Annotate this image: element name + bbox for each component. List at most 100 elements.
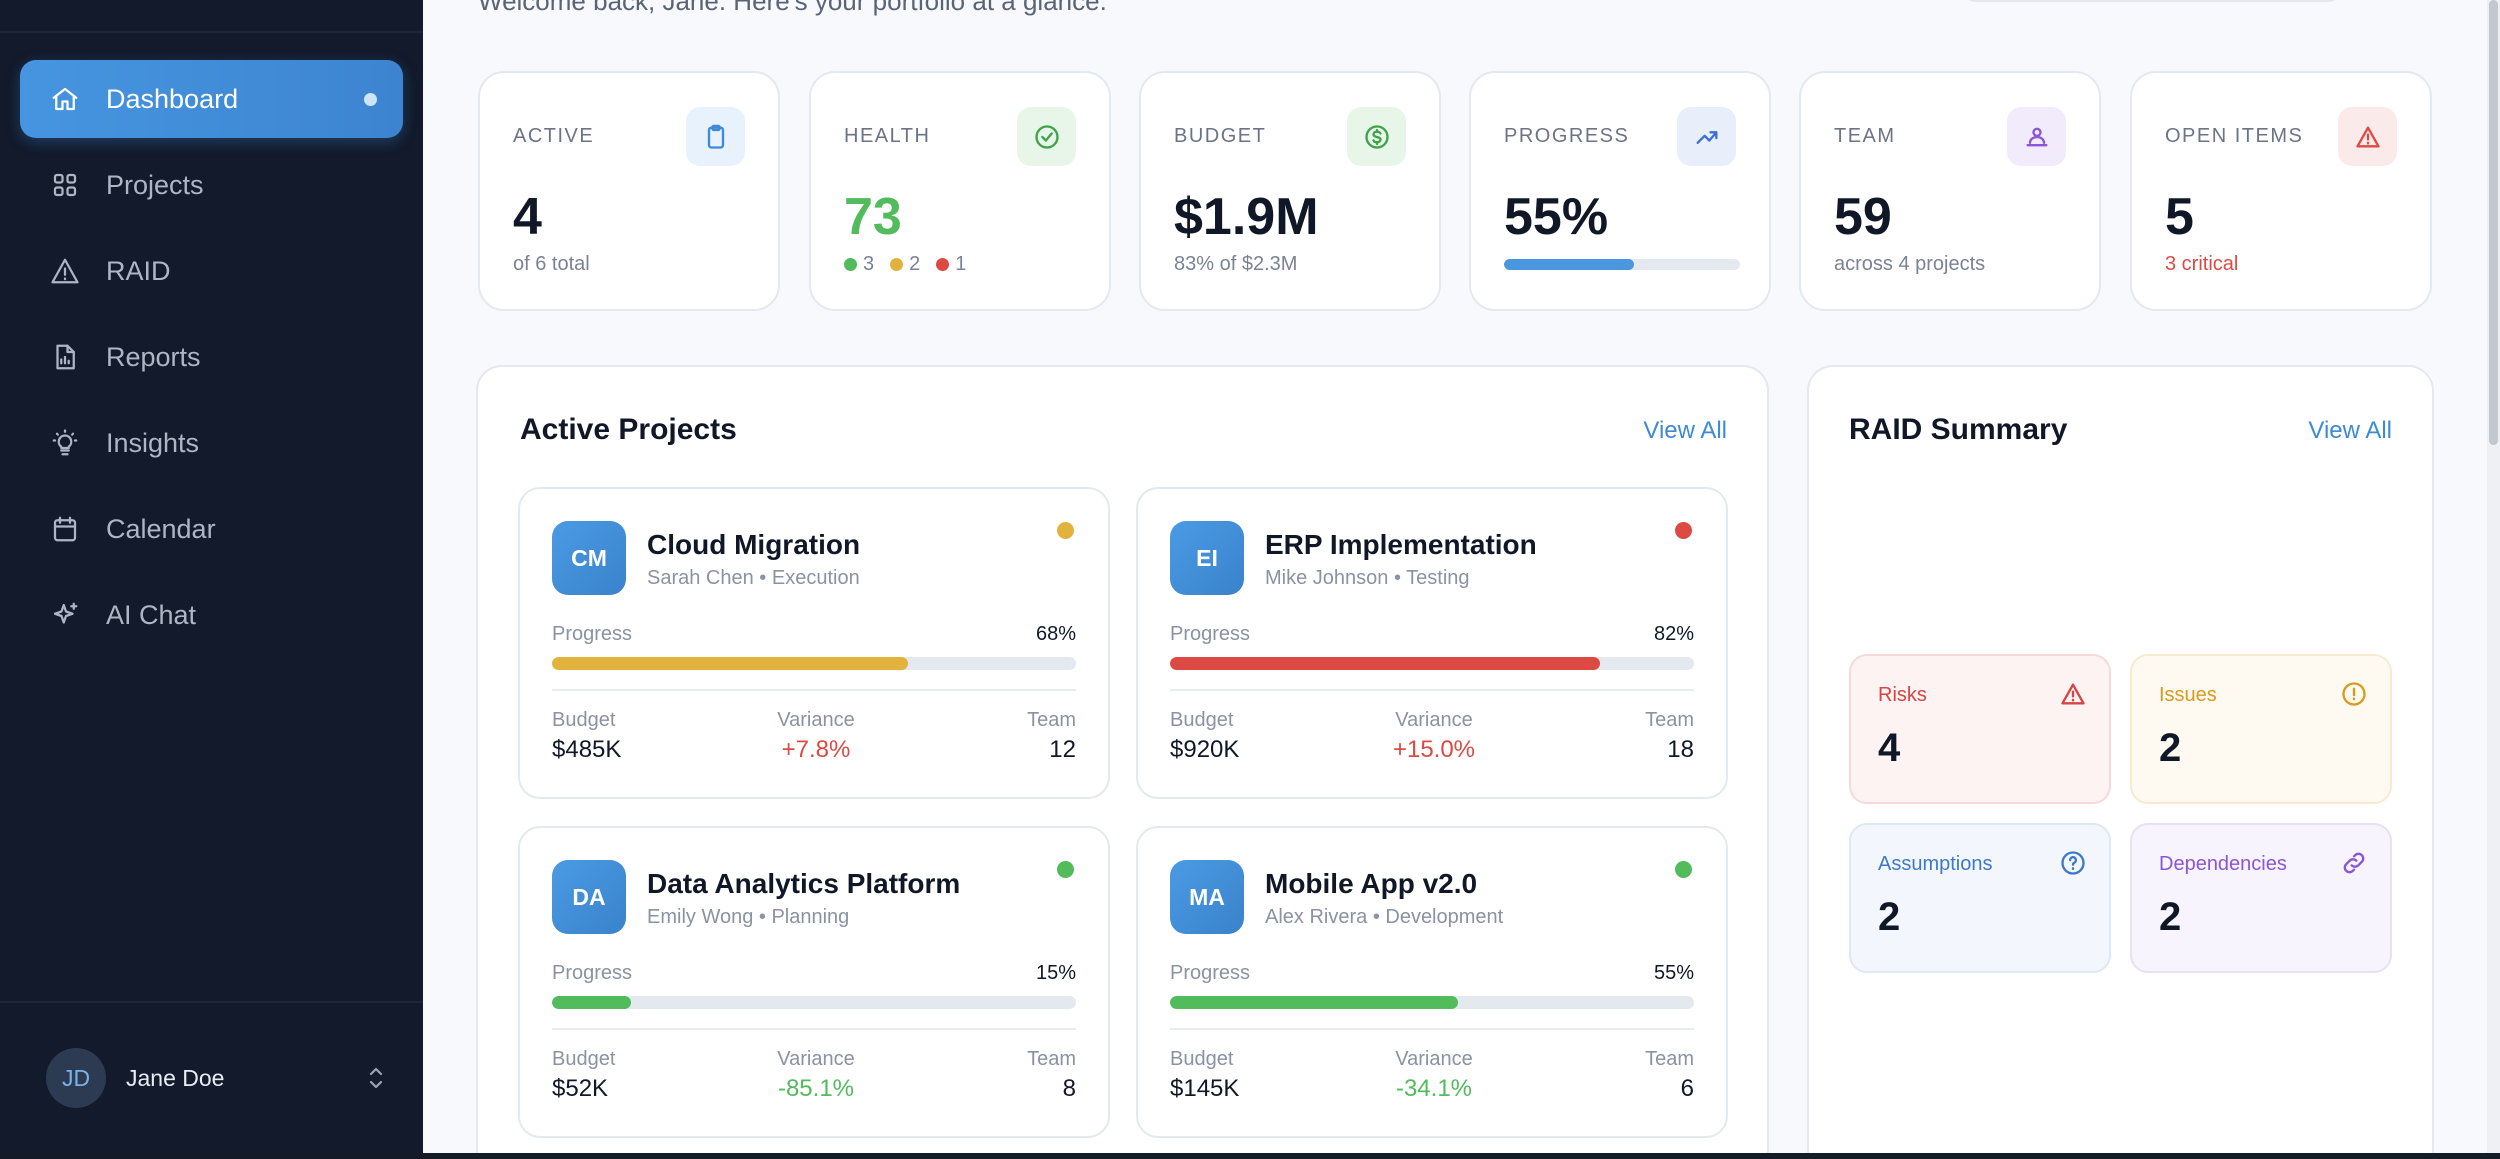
sidebar-item-reports[interactable]: Reports bbox=[20, 318, 403, 396]
raid-card-assumptions[interactable]: Assumptions 2 bbox=[1849, 823, 2111, 973]
raid-value: 4 bbox=[1878, 726, 1901, 770]
raid-value: 2 bbox=[2159, 726, 2182, 770]
user-name: Jane Doe bbox=[126, 1064, 225, 1091]
team-value: 8 bbox=[1062, 1075, 1076, 1102]
project-card[interactable]: EI ERP Implementation Mike Johnson • Testi… bbox=[1136, 487, 1728, 799]
team-label: Team bbox=[1027, 1048, 1076, 1070]
chevron-up-down-icon[interactable] bbox=[366, 1064, 386, 1092]
stat-card-budget: BUDGET $1.9M 83% of $2.3M bbox=[1139, 71, 1441, 311]
raid-value: 2 bbox=[2159, 895, 2182, 939]
sidebar-item-label: Calendar bbox=[106, 513, 216, 544]
stat-value: 55% bbox=[1504, 188, 1609, 246]
stat-sub: across 4 projects bbox=[1834, 253, 1986, 275]
stat-value: 5 bbox=[2165, 188, 2194, 246]
active-projects-panel: Active Projects View All CM Cloud Migrati… bbox=[476, 365, 1769, 1159]
variance-label: Variance bbox=[1395, 1048, 1473, 1070]
project-card[interactable]: MA Mobile App v2.0 Alex Rivera • Developme… bbox=[1136, 826, 1728, 1138]
team-value: 12 bbox=[1049, 736, 1076, 763]
sidebar: Dashboard Projects RAID Reports Insights… bbox=[0, 0, 423, 1159]
team-value: 18 bbox=[1667, 736, 1694, 763]
view-all-raid-link[interactable]: View All bbox=[2308, 417, 2392, 444]
status-dot bbox=[1057, 522, 1074, 539]
red-dot bbox=[936, 258, 950, 271]
progress-value: 82% bbox=[1653, 623, 1694, 645]
budget-value: $485K bbox=[552, 736, 622, 763]
progress-bar-fill bbox=[1170, 996, 1459, 1009]
sidebar-item-label: RAID bbox=[106, 255, 171, 286]
budget-label: Budget bbox=[1170, 709, 1234, 731]
stat-label: ACTIVE bbox=[513, 125, 595, 147]
stat-card-open-items: OPEN ITEMS 5 3 critical bbox=[2130, 71, 2432, 311]
team-label: Team bbox=[1645, 1048, 1694, 1070]
window-edge bbox=[0, 1153, 2500, 1159]
team-label: Team bbox=[1645, 709, 1694, 731]
project-name: Cloud Migration bbox=[647, 529, 861, 560]
progress-label: Progress bbox=[552, 962, 633, 984]
stat-label: HEALTH bbox=[844, 125, 931, 147]
progress-value: 68% bbox=[1035, 623, 1076, 645]
welcome-subtitle: Welcome back, Jane. Here's your portfoli… bbox=[478, 0, 1107, 16]
sidebar-item-calendar[interactable]: Calendar bbox=[20, 490, 403, 568]
budget-value: $52K bbox=[552, 1075, 609, 1102]
progress-label: Progress bbox=[1170, 623, 1251, 645]
lightbulb-icon bbox=[48, 426, 82, 460]
raid-card-dependencies[interactable]: Dependencies 2 bbox=[2130, 823, 2392, 973]
sidebar-divider bbox=[0, 31, 423, 33]
sidebar-item-dashboard[interactable]: Dashboard bbox=[20, 60, 403, 138]
raid-label: Issues bbox=[2159, 684, 2217, 706]
project-meta: Mike Johnson • Testing bbox=[1265, 567, 1470, 589]
divider bbox=[1170, 689, 1694, 691]
variance-value: -85.1% bbox=[777, 1075, 855, 1102]
raid-card-risks[interactable]: Risks 4 bbox=[1849, 654, 2111, 804]
sparkles-icon bbox=[48, 598, 82, 632]
progress-bar-fill bbox=[1504, 259, 1634, 270]
amber-dot bbox=[890, 258, 904, 271]
project-card[interactable]: DA Data Analytics Platform Emily Wong • Pl… bbox=[518, 826, 1110, 1138]
stat-sub: 83% of $2.3M bbox=[1174, 253, 1298, 275]
scrollbar[interactable] bbox=[2487, 0, 2500, 1159]
view-all-projects-link[interactable]: View All bbox=[1643, 417, 1727, 444]
raid-card-issues[interactable]: Issues 2 bbox=[2130, 654, 2392, 804]
budget-label: Budget bbox=[552, 1048, 616, 1070]
sidebar-item-insights[interactable]: Insights bbox=[20, 404, 403, 482]
check-circle-icon bbox=[1017, 107, 1076, 166]
dollar-circle-icon bbox=[1347, 107, 1406, 166]
variance-label: Variance bbox=[777, 709, 855, 731]
stat-value: 73 bbox=[844, 188, 902, 246]
sidebar-item-ai-chat[interactable]: AI Chat bbox=[20, 576, 403, 654]
project-meta: Emily Wong • Planning bbox=[647, 906, 850, 928]
warning-triangle-icon bbox=[2059, 680, 2089, 710]
project-avatar: CM bbox=[552, 521, 626, 595]
stat-card-team: TEAM 59 across 4 projects bbox=[1799, 71, 2101, 311]
scrollbar-thumb[interactable] bbox=[2489, 0, 2498, 445]
stat-value: $1.9M bbox=[1174, 188, 1319, 246]
progress-label: Progress bbox=[552, 623, 633, 645]
green-count: 3 bbox=[863, 253, 875, 275]
raid-value: 2 bbox=[1878, 895, 1901, 939]
sidebar-item-raid[interactable]: RAID bbox=[20, 232, 403, 310]
team-label: Team bbox=[1027, 709, 1076, 731]
status-dot bbox=[1675, 861, 1692, 878]
sidebar-item-label: AI Chat bbox=[106, 599, 197, 630]
panel-title: RAID Summary bbox=[1849, 413, 2068, 446]
active-indicator bbox=[364, 93, 377, 106]
header-control[interactable] bbox=[1962, 0, 2342, 2]
divider bbox=[1170, 1028, 1694, 1030]
progress-bar-fill bbox=[1170, 657, 1600, 670]
sidebar-item-projects[interactable]: Projects bbox=[20, 146, 403, 224]
budget-label: Budget bbox=[1170, 1048, 1234, 1070]
status-dot bbox=[1675, 522, 1692, 539]
raid-label: Dependencies bbox=[2159, 853, 2287, 875]
panel-title: Active Projects bbox=[520, 413, 737, 446]
variance-label: Variance bbox=[1395, 709, 1473, 731]
progress-bar-fill bbox=[552, 996, 631, 1009]
warning-triangle-icon bbox=[48, 254, 82, 288]
stat-label: OPEN ITEMS bbox=[2165, 125, 2304, 147]
project-card[interactable]: CM Cloud Migration Sarah Chen • Execution P… bbox=[518, 487, 1110, 799]
amber-count: 2 bbox=[909, 253, 921, 275]
user-menu[interactable]: JD Jane Doe bbox=[46, 1048, 386, 1108]
progress-bar bbox=[1170, 657, 1694, 670]
stat-label: TEAM bbox=[1834, 125, 1896, 147]
grid-icon bbox=[48, 168, 82, 202]
divider bbox=[552, 1028, 1076, 1030]
